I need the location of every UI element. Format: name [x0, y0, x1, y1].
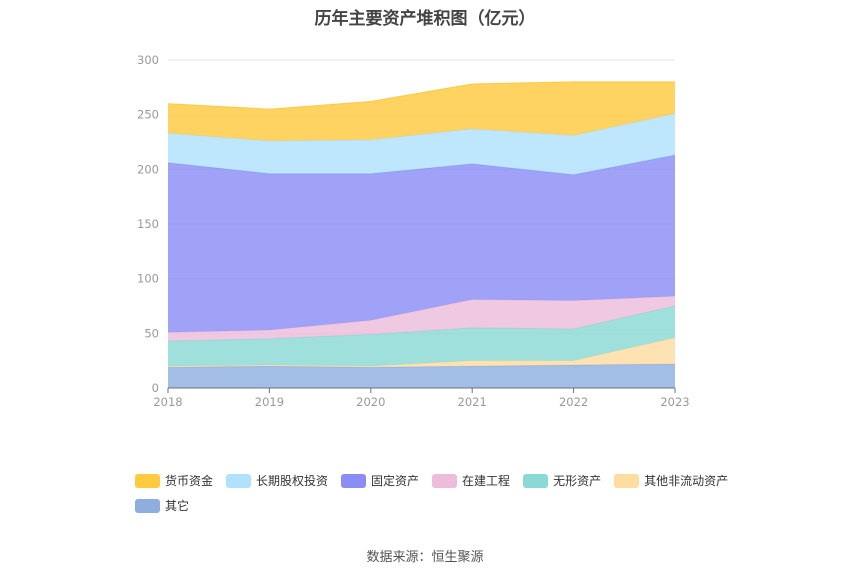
legend-label: 无形资产	[553, 474, 602, 488]
legend-label: 固定资产	[371, 474, 420, 488]
area-edge-在建工程	[167, 295, 676, 333]
legend-label: 长期股权投资	[256, 474, 329, 488]
area-series-其他非流动资产	[168, 337, 675, 368]
area-series-无形资产	[168, 306, 675, 367]
chart-legend: 货币资金 长期股权投资 固定资产 在建工程 无形资产 其他非流动资产其它	[135, 473, 755, 513]
legend-item-无形资产[interactable]: 无形资产	[523, 473, 601, 488]
area-series-货币资金	[168, 81, 675, 141]
legend-swatch	[523, 473, 549, 488]
axes: 0 50 100 150 200 250 300 2018 2019 2020 2021 2022 20…	[137, 53, 690, 409]
y-tick-label: 300	[137, 53, 159, 67]
legend-item-固定资产[interactable]: 固定资产	[341, 473, 419, 488]
legend-item-货币资金[interactable]: 货币资金	[135, 473, 213, 488]
legend-label: 在建工程	[462, 474, 511, 488]
y-tick-label: 100	[137, 272, 159, 286]
legend-swatch	[432, 473, 458, 488]
x-tick-label: 2023	[660, 395, 689, 409]
y-tick-label: 50	[144, 326, 159, 340]
legend-swatch	[341, 473, 367, 488]
y-tick-label: 150	[137, 217, 159, 231]
x-tick-label: 2018	[153, 395, 182, 409]
legend-item-其它[interactable]: 其它	[135, 498, 189, 513]
legend-item-长期股权投资[interactable]: 长期股权投资	[226, 473, 328, 488]
chart-title: 历年主要资产堆积图（亿元）	[314, 9, 536, 29]
area-series-其它	[168, 363, 675, 388]
legend-item-在建工程[interactable]: 在建工程	[432, 473, 510, 488]
legend-item-其他非流动资产[interactable]: 其他非流动资产	[614, 473, 728, 488]
area-edge-货币资金	[167, 81, 675, 110]
data-source-note: 数据来源：恒生聚源	[366, 550, 484, 565]
area-series-在建工程	[168, 296, 675, 341]
y-tick-label: 250	[137, 108, 159, 122]
area-series-长期股权投资	[168, 113, 675, 175]
legend-label: 其他非流动资产	[644, 474, 729, 488]
legend-swatch	[614, 473, 640, 488]
y-tick-label: 200	[137, 162, 159, 176]
x-tick-label: 2019	[255, 395, 284, 409]
legend-swatch	[135, 498, 160, 513]
x-tick-label: 2021	[458, 395, 487, 409]
legend-swatch	[226, 473, 252, 488]
x-tick-label: 2020	[356, 395, 385, 409]
y-tick-label: 0	[152, 381, 159, 395]
area-series	[167, 81, 676, 388]
area-series-固定资产	[168, 155, 675, 333]
x-tick-label: 2022	[559, 395, 588, 409]
legend-label: 货币资金	[165, 474, 214, 488]
legend-label: 其它	[165, 499, 190, 513]
legend-swatch	[135, 473, 160, 488]
